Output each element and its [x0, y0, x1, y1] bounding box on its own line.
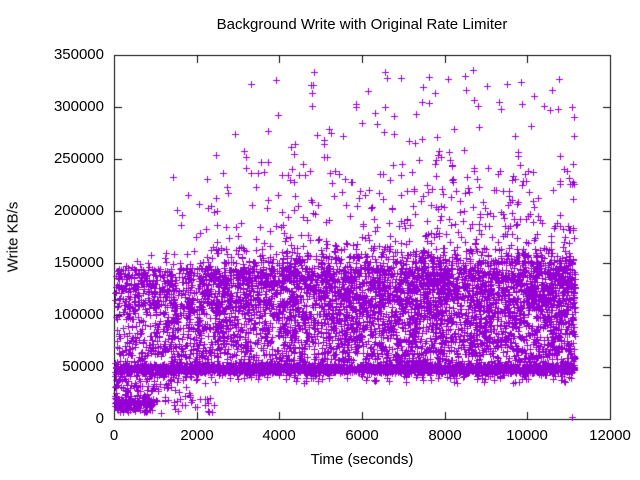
y-tick-label: 150000 [53, 254, 104, 271]
y-tick-label: 200000 [53, 202, 104, 219]
x-tick-label: 2000 [180, 427, 214, 444]
x-tick-label: 8000 [428, 427, 462, 444]
x-tick-label: 6000 [345, 427, 379, 444]
x-axis-label: Time (seconds) [310, 451, 414, 468]
y-tick-label: 350000 [53, 46, 104, 63]
chart-title: Background Write with Original Rate Limi… [216, 16, 508, 33]
y-tick-label: 100000 [53, 306, 104, 323]
x-tick-label: 4000 [262, 427, 296, 444]
y-tick-label: 0 [95, 410, 104, 427]
y-tick-label: 300000 [53, 98, 104, 115]
y-axis-label: Write KB/s [4, 201, 22, 273]
x-tick-label: 0 [109, 427, 119, 444]
x-tick-label: 12000 [589, 427, 631, 444]
y-tick-label: 250000 [53, 150, 104, 167]
x-tick-label: 10000 [506, 427, 548, 444]
y-tick-label: 50000 [62, 358, 104, 375]
